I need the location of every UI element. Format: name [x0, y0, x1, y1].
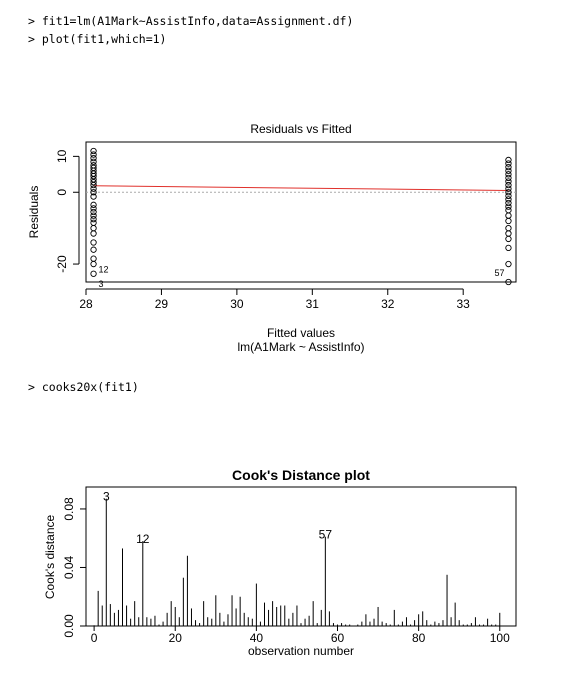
- cooks-y-tick-label: 0.04: [62, 555, 76, 579]
- residual-point: [90, 147, 97, 155]
- residual-point: [90, 225, 97, 232]
- residual-point-label: 12: [99, 265, 109, 275]
- residuals-point-labels: 12 3 57: [99, 265, 505, 289]
- residual-point: [90, 212, 97, 219]
- residual-point: [505, 189, 512, 196]
- residual-point: [505, 167, 512, 174]
- residual-point: [505, 174, 512, 182]
- residual-point: [90, 216, 97, 223]
- residual-point: [505, 217, 512, 225]
- residuals-x-axis-label: Fitted values: [267, 326, 335, 340]
- residuals-x-tick-label: 32: [381, 297, 395, 311]
- residual-point: [90, 230, 97, 237]
- residual-point: [505, 260, 512, 268]
- cooks-chart-title: Cook's Distance plot: [232, 467, 370, 483]
- residual-point: [90, 189, 97, 196]
- residual-point: [505, 199, 512, 207]
- residual-point: [90, 201, 97, 208]
- residual-point: [90, 181, 97, 189]
- cooks-plot-frame: [85, 486, 517, 627]
- residual-point: [505, 207, 512, 214]
- cooks-bars: [93, 498, 501, 626]
- residual-point: [90, 205, 97, 212]
- cooks-x-tick-label: 40: [250, 631, 264, 645]
- cooks-x-tick-label: 60: [331, 631, 345, 645]
- residual-point: [90, 185, 97, 192]
- cooks-x-tick-label: 0: [91, 631, 98, 645]
- residuals-x-axis: 28 29 30 31 32 33: [79, 288, 471, 311]
- residuals-plot-frame: [85, 141, 517, 283]
- cooks-x-tick-label: 20: [169, 631, 183, 645]
- residual-point: [505, 212, 512, 219]
- residual-point: [90, 172, 97, 180]
- cooks-bar-label: 57: [319, 528, 333, 542]
- residual-point: [505, 192, 512, 199]
- residual-point: [505, 203, 512, 210]
- residual-point: [505, 225, 512, 232]
- residual-point-label: 3: [99, 279, 104, 289]
- cooks-bar-labels: 3 12 57: [103, 490, 332, 546]
- residuals-y-axis: -20 0 10: [55, 149, 80, 273]
- cooks-x-axis-label: observation number: [248, 644, 354, 658]
- residual-point: [90, 260, 97, 268]
- residuals-vs-fitted-plot: Residuals vs Fitted 28 29 30 31 32 33 -20010 …: [27, 122, 517, 354]
- residual-point: [505, 185, 512, 192]
- residual-point: [505, 196, 512, 203]
- residual-point: [90, 193, 97, 200]
- residual-point: [90, 208, 97, 216]
- residual-point: [505, 230, 512, 237]
- residual-point: [90, 219, 97, 226]
- residual-point: [90, 246, 97, 253]
- residuals-subtitle: lm(A1Mark ~ AssistInfo): [237, 340, 364, 354]
- cooks-x-tick-label: 100: [490, 631, 510, 645]
- residuals-y-tick-label: 10: [55, 149, 69, 163]
- smoother-line: [93, 185, 509, 191]
- residual-point: [505, 178, 512, 185]
- residual-point: [90, 179, 97, 186]
- cooks-x-axis: 0 20 40 60 80 100: [91, 625, 510, 645]
- residual-point: [90, 158, 97, 165]
- residual-point: [90, 239, 97, 246]
- residual-point: [505, 278, 512, 286]
- residual-point: [505, 156, 512, 164]
- residual-point-label: 57: [494, 268, 504, 278]
- cooks-y-tick-label: 0.08: [62, 497, 76, 521]
- cooks-distance-plot: Cook's Distance plot 0 20 40 60 80 100 0.000.…: [43, 467, 517, 658]
- residuals-y-tick-label: -20: [55, 255, 69, 273]
- residuals-x-tick-label: 30: [230, 297, 244, 311]
- cooks-bar-label: 3: [103, 490, 110, 504]
- residual-point: [90, 270, 97, 277]
- residual-point: [505, 163, 512, 171]
- cooks-y-tick-label: 0.00: [62, 614, 76, 638]
- residual-point: [505, 171, 512, 178]
- residuals-y-axis-label: Residuals: [27, 186, 41, 239]
- residuals-x-tick-label: 29: [155, 297, 169, 311]
- residuals-x-tick-label: 28: [79, 297, 93, 311]
- cooks-y-axis-label: Cook's distance: [43, 515, 57, 600]
- cooks-bar-label: 12: [136, 532, 150, 546]
- residuals-lines: [86, 185, 516, 193]
- residual-point: [505, 244, 512, 252]
- residual-point: [505, 181, 512, 189]
- residual-point: [505, 235, 512, 243]
- console-line-1: > fit1=lm(A1Mark~AssistInfo,data=Assignm…: [28, 14, 354, 28]
- residuals-y-tick-label: 0: [55, 189, 69, 196]
- residuals-x-tick-label: 33: [457, 297, 471, 311]
- residual-point: [90, 255, 97, 262]
- residuals-chart-title: Residuals vs Fitted: [250, 122, 351, 136]
- residual-point: [90, 155, 97, 162]
- console-line-2: > plot(fit1,which=1): [28, 32, 167, 46]
- residual-point: [505, 160, 512, 167]
- residuals-x-tick-label: 31: [306, 297, 320, 311]
- cooks-y-axis: 0.00 0.04 0.08: [62, 497, 87, 638]
- console-line-3: > cooks20x(fit1): [28, 380, 139, 394]
- residuals-points: [90, 147, 512, 286]
- residual-point: [90, 151, 97, 158]
- cooks-x-tick-label: 80: [412, 631, 426, 645]
